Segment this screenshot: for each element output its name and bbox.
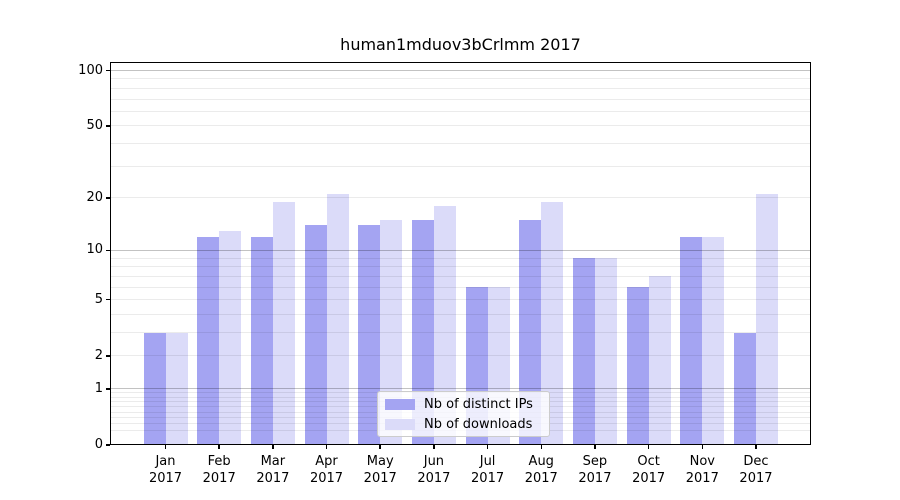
bar-downloads-sep: [594, 258, 617, 445]
bar-distinct-ips-apr: [304, 225, 327, 445]
x-tick-label-jan: Jan 2017: [148, 454, 183, 486]
bar-downloads-dec: [755, 194, 778, 445]
y-tick-10: [106, 249, 110, 252]
legend-swatch-downloads: [385, 418, 415, 430]
legend-label-distinct-ips: Nb of distinct IPs: [424, 396, 533, 412]
major-gridline-10: [110, 249, 811, 251]
bar-downloads-feb: [219, 230, 242, 445]
bar-distinct-ips-may: [358, 225, 381, 445]
x-tick-label-may: May 2017: [363, 454, 397, 486]
minor-gridline-4: [110, 313, 811, 315]
minor-gridline-9: [110, 257, 811, 259]
x-tick-jan: [164, 445, 167, 449]
x-tick-nov: [701, 445, 704, 449]
bar-distinct-ips-sep: [572, 258, 595, 445]
minor-gridline-70: [110, 98, 811, 100]
y-tick-5: [106, 298, 110, 301]
y-tick-0: [106, 444, 110, 446]
x-tick-apr: [325, 445, 328, 449]
legend: Nb of distinct IPs Nb of downloads: [377, 391, 550, 437]
bar-distinct-ips-mar: [250, 236, 273, 445]
bar-downloads-aug: [541, 201, 564, 445]
x-tick-label-jul: Jul 2017: [471, 454, 505, 486]
y-tick-label-10: 10: [86, 242, 103, 258]
x-tick-dec: [755, 445, 757, 449]
minor-gridline-50: [110, 125, 811, 127]
minor-gridline-30: [110, 165, 811, 167]
minor-gridline-3: [110, 332, 811, 333]
legend-row-distinct-ips: Nb of distinct IPs: [385, 397, 549, 412]
bar-downloads-jun: [433, 206, 456, 445]
minor-gridline-7: [110, 275, 811, 277]
legend-label-downloads: Nb of downloads: [424, 416, 533, 432]
x-tick-label-sep: Sep 2017: [578, 454, 612, 486]
x-tick-jun: [433, 445, 435, 449]
minor-gridline-80: [110, 87, 811, 89]
plot-border: [110, 62, 811, 445]
minor-gridline-6: [110, 286, 811, 288]
x-tick-label-nov: Nov 2017: [685, 454, 719, 486]
x-tick-sep: [594, 445, 596, 449]
x-tick-may: [379, 445, 381, 449]
minor-gridline-8: [110, 266, 811, 268]
x-tick-label-feb: Feb 2017: [202, 454, 236, 486]
bar-downloads-apr: [326, 194, 349, 445]
y-tick-50: [106, 125, 110, 127]
legend-swatch-distinct-ips: [385, 398, 415, 410]
x-tick-label-mar: Mar 2017: [256, 454, 290, 486]
x-tick-jul: [486, 445, 489, 449]
y-tick-label-1: 1: [94, 380, 103, 396]
bar-distinct-ips-feb: [197, 236, 220, 445]
bar-distinct-ips-jun: [411, 220, 434, 445]
bar-downloads-jan: [165, 332, 188, 445]
x-tick-label-aug: Aug 2017: [524, 454, 558, 486]
minor-gridline-20: [110, 197, 811, 199]
minor-gridline-60: [110, 110, 811, 112]
y-tick-100: [106, 69, 110, 72]
x-tick-label-apr: Apr 2017: [309, 454, 344, 486]
bar-downloads-mar: [272, 201, 295, 445]
legend-row-downloads: Nb of downloads: [385, 417, 549, 432]
x-tick-label-jun: Jun 2017: [417, 454, 451, 486]
bar-distinct-ips-jan: [143, 332, 166, 445]
bar-downloads-oct: [648, 276, 671, 445]
x-tick-label-dec: Dec 2017: [739, 454, 773, 486]
y-tick-label-100: 100: [78, 62, 103, 78]
bar-distinct-ips-aug: [519, 220, 542, 445]
y-tick-label-2: 2: [94, 347, 103, 363]
y-tick-20: [106, 197, 110, 199]
y-tick-label-50: 50: [86, 117, 103, 133]
x-tick-mar: [272, 445, 274, 449]
bar-downloads-nov: [702, 236, 725, 445]
minor-gridline-40: [110, 143, 811, 145]
x-tick-feb: [218, 445, 220, 449]
y-tick-label-0: 0: [94, 437, 103, 452]
minor-gridline-5: [110, 299, 811, 301]
minor-gridline-2: [110, 355, 811, 357]
x-tick-aug: [540, 445, 542, 449]
chart-title: human1mduov3bCrlmm 2017: [340, 35, 581, 54]
y-tick-label-5: 5: [94, 291, 103, 307]
minor-gridline-90: [110, 78, 811, 80]
y-tick-label-20: 20: [86, 189, 103, 205]
major-gridline-1: [110, 388, 811, 390]
bar-distinct-ips-nov: [680, 236, 703, 445]
y-tick-2: [106, 355, 110, 357]
bar-distinct-ips-oct: [626, 287, 649, 445]
major-gridline-100: [110, 70, 811, 71]
y-tick-1: [106, 388, 110, 390]
x-tick-oct: [647, 445, 650, 449]
x-tick-label-oct: Oct 2017: [632, 454, 666, 486]
bar-distinct-ips-dec: [733, 332, 756, 445]
bar-downloads-may: [380, 220, 403, 445]
